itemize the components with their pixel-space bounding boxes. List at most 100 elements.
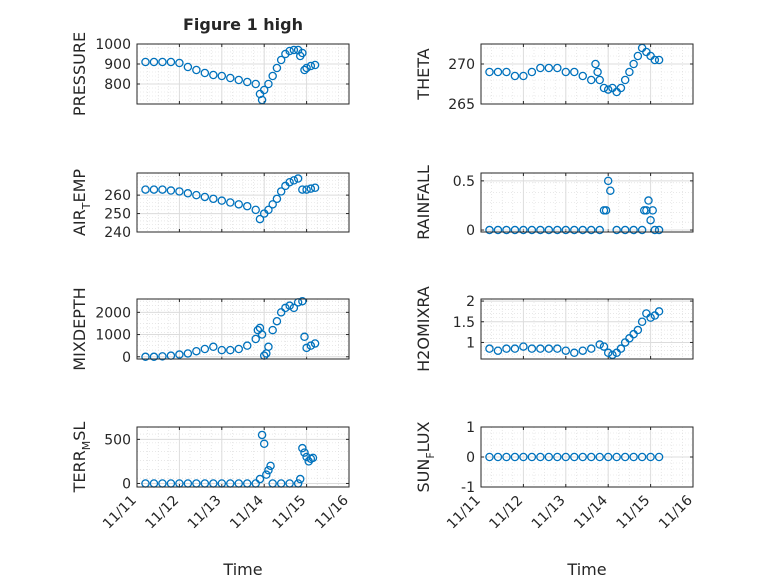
data-point xyxy=(209,342,218,352)
data-point xyxy=(654,452,664,462)
data-point xyxy=(629,452,638,462)
y-axis-label-rest: SL xyxy=(70,422,89,441)
y-tick-label: 0 xyxy=(466,223,475,239)
subplot-pressure: 800 900 1000 PRESSURE xyxy=(70,32,350,116)
data-point xyxy=(578,452,588,462)
data-point xyxy=(616,344,626,353)
data-point xyxy=(527,225,537,235)
data-point xyxy=(149,352,159,362)
data-point xyxy=(654,55,664,65)
data-point xyxy=(158,352,167,361)
data-point xyxy=(285,301,294,310)
x-axis-label-right: Time xyxy=(566,560,606,579)
data-point xyxy=(654,225,664,235)
subplot-h2omixra: 1 1.5 2 H2OMIXRA xyxy=(414,286,694,372)
data-point xyxy=(276,187,286,196)
y-tick-label: 0 xyxy=(466,450,475,466)
data-point xyxy=(310,339,320,348)
plot-frame xyxy=(136,172,350,233)
data-point xyxy=(200,192,210,202)
plot-frame xyxy=(136,426,350,488)
y-axis-label-main: SUN xyxy=(414,459,433,493)
data-point xyxy=(298,443,307,453)
data-point xyxy=(141,352,150,362)
data-point xyxy=(646,313,655,322)
y-axis-label-main: AIR xyxy=(70,209,89,236)
y-tick-label: 250 xyxy=(104,207,131,223)
y-axis-label: RAINFALL xyxy=(414,165,433,240)
data-point xyxy=(200,344,210,354)
data-point xyxy=(234,344,244,354)
data-point xyxy=(519,71,528,81)
data-point xyxy=(264,465,273,475)
data-point xyxy=(603,452,613,462)
data-point xyxy=(302,185,311,194)
data-point xyxy=(485,225,494,235)
data-point xyxy=(293,174,303,183)
data-point xyxy=(298,296,307,306)
data-point xyxy=(570,67,579,77)
data-point xyxy=(646,452,655,462)
y-tick-label: 2 xyxy=(466,294,475,310)
data-point xyxy=(485,67,494,77)
data-point xyxy=(648,206,657,215)
subplot-rainfall: 0 0.5 RAINFALL xyxy=(414,165,694,240)
data-point xyxy=(570,225,579,235)
data-point xyxy=(625,67,634,77)
y-tick-label: 1000 xyxy=(95,37,131,53)
data-point xyxy=(234,75,244,85)
data-point xyxy=(264,79,273,89)
data-point xyxy=(251,205,260,215)
data-point xyxy=(612,225,621,235)
y-axis-label: MIXDEPTH xyxy=(70,287,89,370)
data-point xyxy=(612,452,621,462)
data-point xyxy=(544,344,554,353)
y-axis-label-main: MIXDEPTH xyxy=(70,287,89,370)
data-point xyxy=(519,225,528,235)
data-point xyxy=(586,225,596,235)
data-point xyxy=(268,200,277,209)
data-point xyxy=(595,452,604,462)
data-point xyxy=(603,85,613,94)
data-point xyxy=(149,185,159,194)
data-point xyxy=(251,79,260,89)
data-point xyxy=(536,344,545,353)
data-point xyxy=(536,225,545,235)
data-point xyxy=(578,346,588,355)
data-point xyxy=(591,59,600,69)
data-point xyxy=(289,45,299,55)
data-point xyxy=(217,71,227,81)
data-point xyxy=(561,67,571,77)
data-point xyxy=(141,57,150,67)
data-point xyxy=(603,348,613,358)
data-point xyxy=(306,61,316,71)
data-point xyxy=(620,75,630,85)
data-point xyxy=(544,63,554,73)
data-point xyxy=(553,225,562,235)
plot-frame xyxy=(136,298,350,360)
data-point xyxy=(642,206,651,215)
figure-title: Figure 1 high xyxy=(183,15,303,34)
data-point xyxy=(302,63,311,73)
data-point xyxy=(502,225,511,235)
data-point xyxy=(510,344,520,353)
data-point xyxy=(595,340,604,349)
data-point xyxy=(300,448,309,457)
y-axis-label-main: PRESSURE xyxy=(70,32,89,116)
data-point xyxy=(629,225,638,235)
y-tick-label: 270 xyxy=(448,57,475,73)
data-point xyxy=(561,225,571,235)
data-point xyxy=(268,325,277,335)
data-point xyxy=(646,215,655,225)
data-point xyxy=(586,75,596,85)
data-point xyxy=(192,65,201,75)
data-point xyxy=(493,225,503,235)
y-axis-label-main: RAINFALL xyxy=(414,165,433,240)
data-point xyxy=(527,67,537,77)
y-axis-label-subscript: F xyxy=(424,452,437,458)
data-point xyxy=(620,452,630,462)
data-point xyxy=(300,332,309,342)
y-tick-label: 1000 xyxy=(95,328,131,344)
data-point xyxy=(308,453,318,463)
data-point xyxy=(242,77,252,87)
